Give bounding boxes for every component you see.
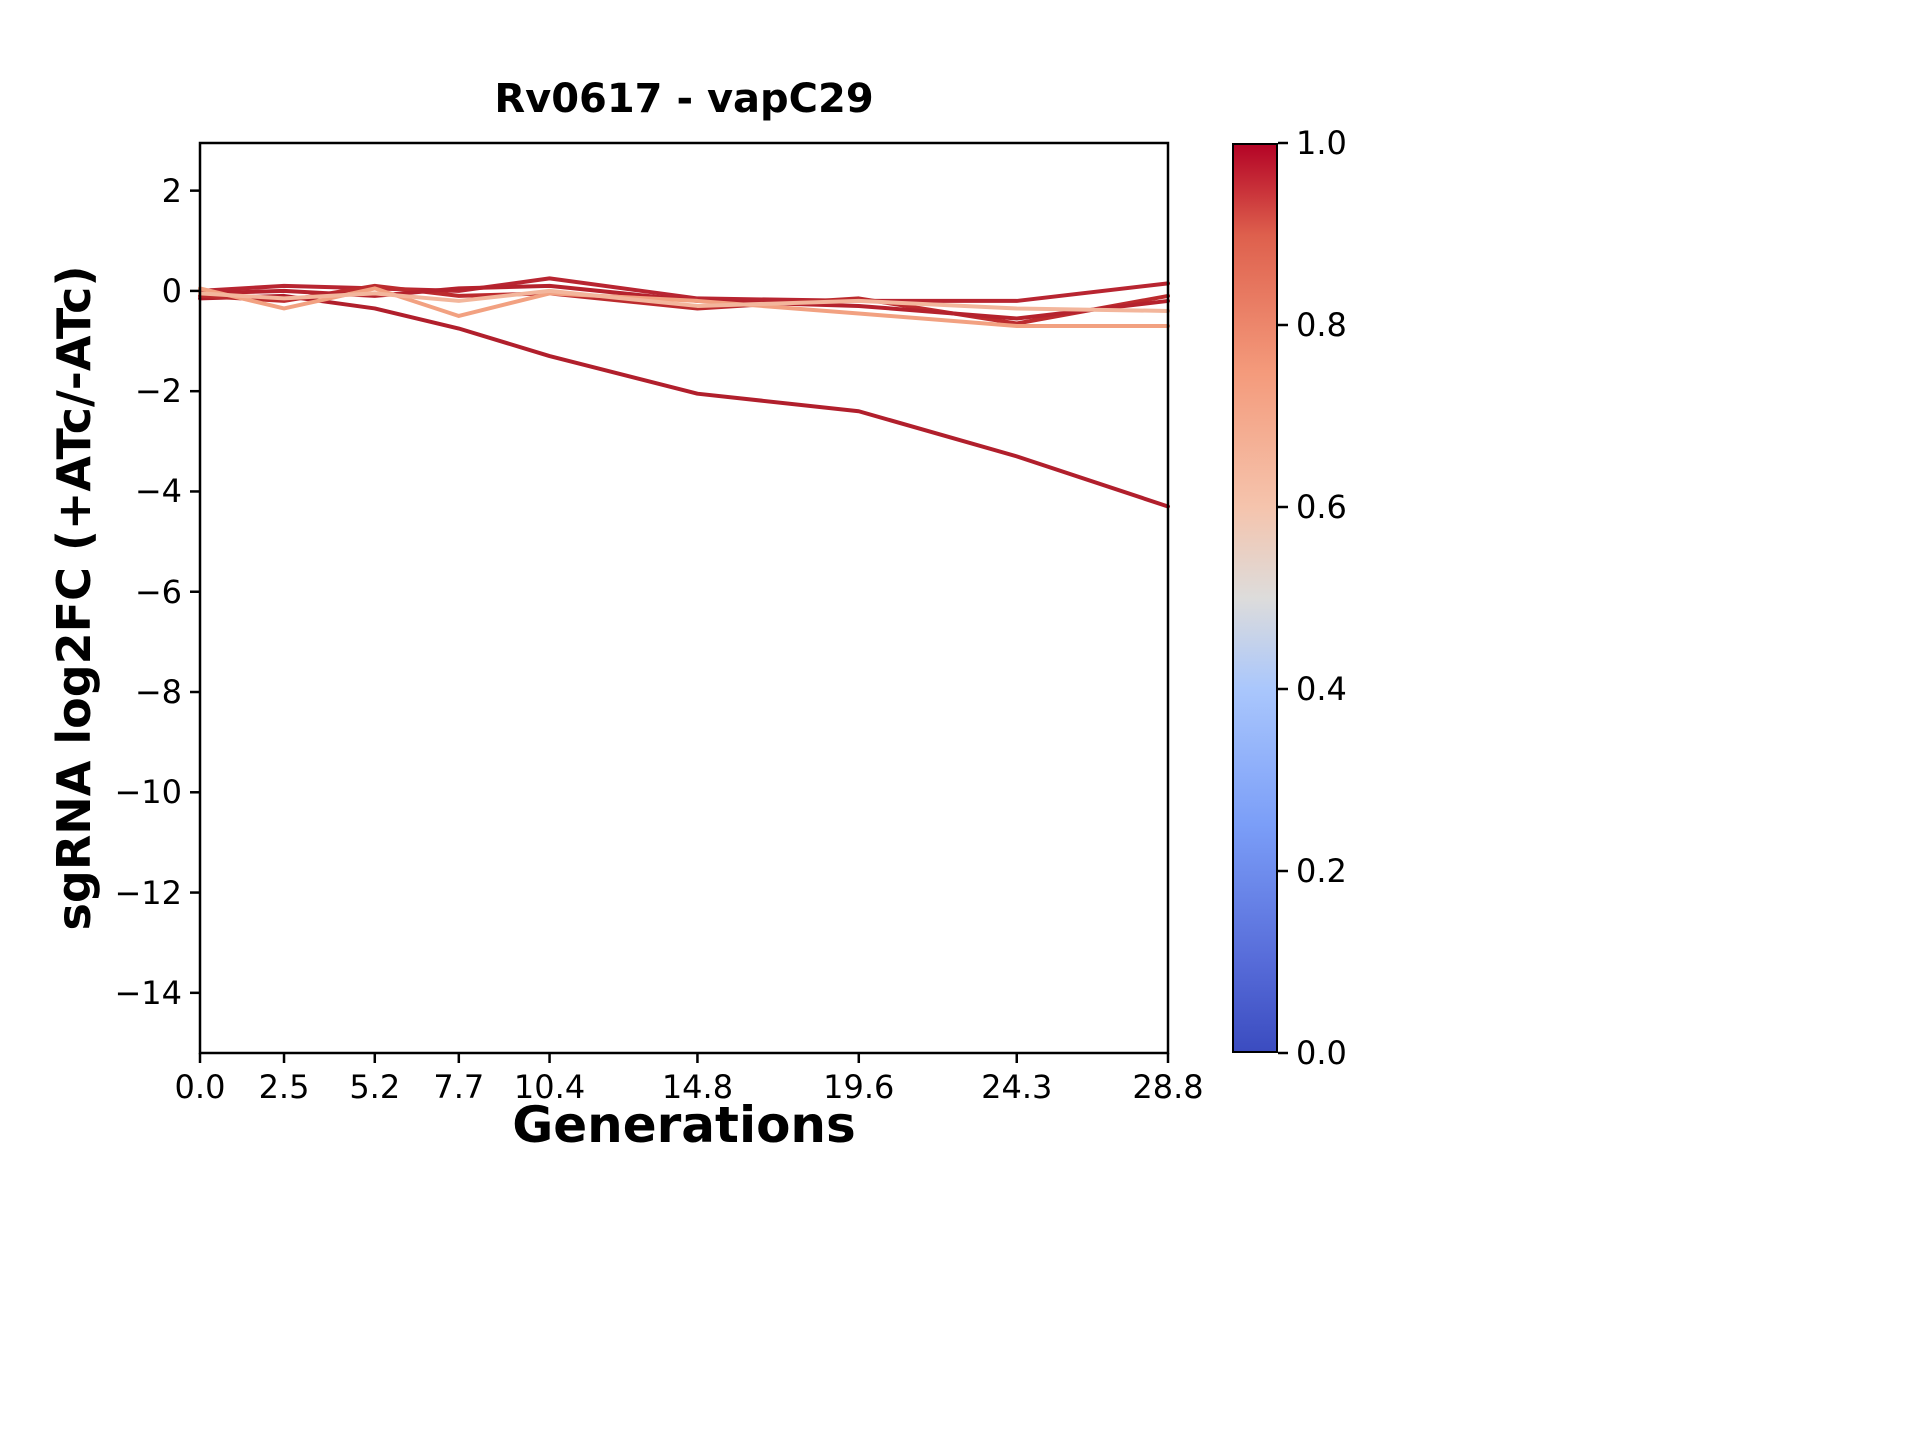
series-line-2 [198, 276, 1170, 303]
x-tick-label: 19.6 [823, 1068, 895, 1106]
y-tick-label: −8 [134, 673, 182, 711]
x-tick-label: 2.5 [258, 1068, 310, 1106]
x-tick-label: 24.3 [981, 1068, 1053, 1106]
y-tick-label: 0 [161, 271, 182, 310]
colorbar-tick-label: 0.0 [1296, 1034, 1347, 1072]
y-tick-label: −14 [114, 973, 182, 1012]
x-tick-label: 7.7 [433, 1068, 485, 1106]
axes-frame [198, 141, 1170, 1055]
series-line-6 [198, 288, 1170, 313]
colorbar-tick-label: 1.0 [1296, 124, 1347, 162]
chart-title: Rv0617 - vapC29 [494, 76, 874, 122]
x-tick-label: 5.2 [349, 1068, 401, 1106]
x-tick-label: 28.8 [1132, 1068, 1204, 1106]
colorbar-tick-label: 0.4 [1296, 670, 1347, 708]
colorbar [1232, 143, 1278, 1053]
y-tick-label: −6 [134, 572, 182, 611]
y-tick-label: −4 [134, 472, 182, 511]
x-tick-label: 10.4 [513, 1068, 586, 1106]
y-tick-label: −10 [114, 773, 182, 812]
x-axis-label: Generations [512, 1096, 856, 1154]
y-tick-label: 2 [161, 171, 182, 210]
y-tick-label: −12 [114, 873, 182, 912]
series-line-4 [198, 283, 1170, 321]
colorbar-tick-label: 0.8 [1296, 306, 1347, 344]
y-tick-label: −2 [134, 372, 182, 411]
colorbar-tick-label: 0.6 [1296, 488, 1347, 526]
x-tick-label: 0.0 [174, 1068, 226, 1106]
series-line-5 [198, 286, 1170, 329]
x-tick-label: 14.8 [661, 1068, 734, 1106]
colorbar-tick-label: 0.2 [1296, 852, 1347, 890]
